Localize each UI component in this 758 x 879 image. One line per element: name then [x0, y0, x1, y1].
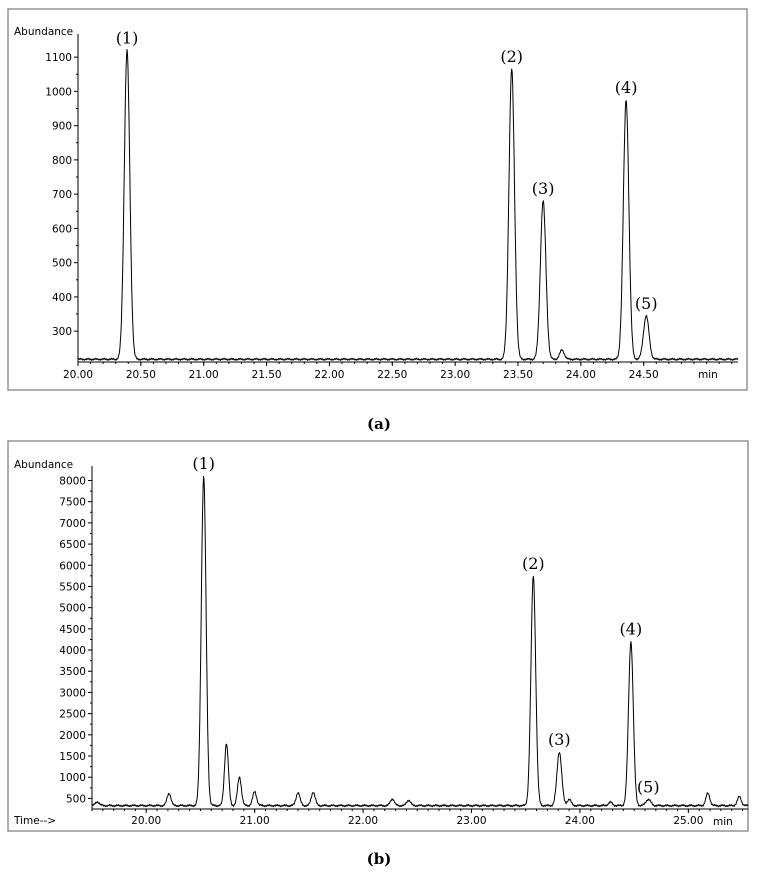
panel-a-y-tick-label: 800: [52, 155, 72, 167]
chart-panel-b: Abundance Time--> min 500 1000 1500 2000 250…: [7, 440, 749, 832]
panel-b-peak-label-3: (3): [548, 730, 571, 749]
panel-a-y-tick-label: 400: [52, 292, 72, 304]
panel-a-y-axis-title: Abundance: [14, 26, 73, 38]
panel-b-y-tick-label: 5000: [59, 603, 86, 615]
panel-b-y-tick-label: 3500: [59, 666, 86, 678]
panel-b-y-tick-label: 4500: [59, 624, 86, 636]
panel-a-y-tick-label: 1000: [45, 86, 72, 98]
panel-b-x-tick-label: 24.00: [565, 815, 595, 827]
panel-b-x-tick-label: 21.00: [240, 815, 270, 827]
panel-b-y-tick-label: 5500: [59, 581, 86, 593]
panel-a-x-tick-label: 21.50: [252, 369, 282, 381]
panel-b-chromatogram-trace: [91, 476, 749, 808]
panel-b-y-tick-label: 500: [66, 793, 86, 805]
panel-b-y-tick-label: 1000: [59, 772, 86, 784]
panel-a-x-unit: min: [698, 369, 718, 381]
panel-b-axes: 500 1000 1500 2000 2500 3000 3500 4000 4500 5000 5…: [59, 466, 748, 827]
panel-b-x-tick-label: 22.00: [348, 815, 378, 827]
panel-b-y-axis-title: Abundance: [14, 459, 73, 471]
panel-b-peak-label-4: (4): [620, 620, 643, 639]
panel-b-x-tick-label: 23.00: [456, 815, 486, 827]
panel-a-caption: (a): [367, 415, 391, 433]
panel-b-y-tick-label: 7000: [59, 518, 86, 530]
panel-b-x-tick-label: 25.00: [673, 815, 703, 827]
panel-b-y-tick-label: 4000: [59, 645, 86, 657]
panel-a-peak-label-5: (5): [635, 294, 658, 313]
chart-panel-a: Abundance min 300 400 500 600 700 800 900 1000 1…: [7, 8, 748, 391]
panel-b-caption: (b): [367, 850, 392, 868]
panel-b-y-tick-label: 6000: [59, 560, 86, 572]
panel-b-y-tick-label: 2500: [59, 709, 86, 721]
panel-a-y-tick-label: 1100: [45, 52, 72, 64]
panel-a-x-tick-label: 23.50: [503, 369, 533, 381]
panel-a-x-tick-label: 22.50: [377, 369, 407, 381]
panel-a-x-tick-label: 23.00: [440, 369, 470, 381]
panel-a-peak-label-3: (3): [532, 179, 555, 198]
panel-b-y-tick-label: 3000: [59, 687, 86, 699]
panel-a-peak-label-2: (2): [500, 47, 523, 66]
panel-b-peak-labels: (1) (2) (3) (4) (5): [192, 454, 659, 796]
panel-a-x-tick-label: 22.00: [314, 369, 344, 381]
panel-a-x-tick-label: 24.00: [566, 369, 596, 381]
panel-a-y-tick-label: 500: [52, 258, 72, 270]
panel-a-y-tick-label: 700: [52, 189, 72, 201]
panel-b-frame: [7, 440, 749, 832]
panel-b-y-tick-label: 7500: [59, 497, 86, 509]
panel-b-x-unit: min: [713, 816, 733, 828]
panel-b-peak-label-2: (2): [522, 554, 545, 573]
panel-b-x-axis-title: Time-->: [13, 815, 56, 827]
panel-a-x-tick-label: 20.00: [63, 369, 93, 381]
panel-b-y-tick-label: 1500: [59, 751, 86, 763]
panel-a-axes: 300 400 500 600 700 800 900 1000 1100 20.00 20.50 2…: [45, 34, 738, 381]
panel-a-chromatogram-trace: [77, 48, 739, 361]
panel-b-x-tick-label: 20.00: [131, 815, 161, 827]
panel-b-y-tick-label: 2000: [59, 730, 86, 742]
panel-a-peak-label-4: (4): [615, 78, 638, 97]
panel-a-y-tick-label: 900: [52, 121, 72, 133]
panel-b-y-tick-label: 8000: [59, 475, 86, 487]
panel-a-x-tick-label: 20.50: [126, 369, 156, 381]
panel-b-peak-label-5: (5): [637, 777, 660, 796]
panel-a-peak-label-1: (1): [116, 28, 139, 47]
panel-a-y-tick-label: 600: [52, 223, 72, 235]
panel-a-frame: [7, 8, 748, 391]
panel-b-peak-label-1: (1): [192, 454, 215, 473]
panel-a-x-tick-label: 24.50: [629, 369, 659, 381]
panel-a-y-tick-label: 300: [52, 326, 72, 338]
panel-a-peak-labels: (1) (2) (3) (4) (5): [116, 28, 658, 312]
panel-b-y-tick-label: 6500: [59, 539, 86, 551]
panel-a-x-tick-label: 21.00: [189, 369, 219, 381]
